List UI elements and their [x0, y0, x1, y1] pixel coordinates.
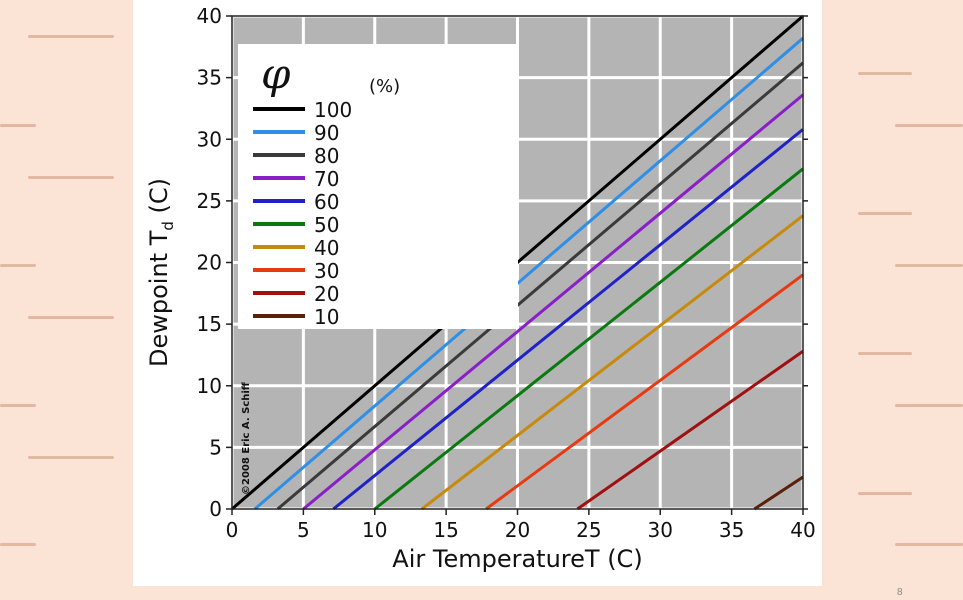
copyright-text: ©2008 Eric A. Schiff [241, 381, 252, 495]
legend-item: 80 [253, 144, 339, 168]
decor-dash [858, 352, 912, 355]
legend-item: 20 [253, 282, 339, 306]
decor-dash [858, 492, 912, 495]
decor-dash [28, 316, 114, 319]
decor-dash [895, 264, 963, 267]
decor-dash [895, 124, 963, 127]
series-line-10 [753, 475, 804, 511]
series-line-50 [373, 167, 804, 511]
y-tick-label: 15 [197, 312, 222, 336]
legend-label: 90 [314, 121, 339, 145]
y-tick-label: 25 [197, 189, 222, 213]
series-line-60 [332, 128, 804, 511]
x-tick-label: 15 [433, 518, 458, 542]
decor-dash [0, 124, 36, 127]
series-line-70 [302, 93, 804, 511]
x-tick-label: 0 [226, 518, 239, 542]
legend-label: 20 [314, 282, 339, 306]
legend-label: 40 [314, 236, 339, 260]
decor-dash [28, 35, 114, 38]
axis-ticks: 0 5 10 15 20 25 30 35 40 0 5 10 15 20 25 30 35 40 [197, 4, 816, 542]
decor-dash [0, 264, 36, 267]
series-line-30 [485, 273, 804, 511]
page-number: 8 [897, 587, 903, 598]
series-line-80 [276, 61, 804, 511]
decor-dash [28, 176, 114, 179]
decor-dash [895, 404, 963, 407]
legend-label: 10 [314, 305, 339, 329]
legend-label: 60 [314, 190, 339, 214]
legend-item: 90 [253, 121, 339, 145]
decor-dash [0, 543, 36, 546]
y-axis-label-subscript: d [159, 221, 177, 231]
legend-item: 50 [253, 213, 339, 237]
decor-dash [28, 456, 114, 459]
y-tick-label: 5 [209, 435, 222, 459]
legend-item: 10 [253, 305, 339, 329]
legend-item: 30 [253, 259, 339, 283]
legend-item: 40 [253, 236, 339, 260]
x-tick-label: 20 [505, 518, 530, 542]
x-tick-label: 30 [648, 518, 673, 542]
decor-dash [895, 543, 963, 546]
y-axis-label-main: Dewpoint T [145, 230, 173, 367]
y-tick-label: 10 [197, 374, 222, 398]
series-line-20 [576, 350, 804, 511]
y-tick-label: 30 [197, 127, 222, 151]
y-tick-label: 40 [197, 4, 222, 28]
legend-item: 60 [253, 190, 339, 214]
y-tick-label: 35 [197, 66, 222, 90]
chart-panel: 0 5 10 15 20 25 30 35 40 0 5 10 15 20 25 30 35 40 φ (%) 1… [133, 0, 822, 586]
decor-dash [858, 212, 912, 215]
decor-dash [858, 72, 912, 75]
legend-box [238, 44, 518, 329]
y-tick-label: 20 [197, 251, 222, 275]
legend-item: 70 [253, 167, 339, 191]
legend-unit: (%) [369, 76, 400, 97]
series-line-90 [253, 37, 804, 511]
x-tick-label: 5 [297, 518, 310, 542]
series-line-40 [420, 214, 804, 511]
y-tick-label: 0 [209, 497, 222, 521]
legend-label: 50 [314, 213, 339, 237]
x-tick-label: 25 [576, 518, 601, 542]
y-axis-label: Dewpoint Td (C) [145, 178, 177, 367]
x-tick-label: 40 [790, 518, 815, 542]
legend-label: 100 [314, 98, 352, 122]
dewpoint-chart: 0 5 10 15 20 25 30 35 40 0 5 10 15 20 25 30 35 40 φ (%) 1… [145, 4, 816, 573]
legend-item: 100 [253, 98, 352, 122]
x-axis-label: Air TemperatureT (C) [392, 545, 642, 573]
legend-title: φ [261, 49, 291, 98]
decor-dash [0, 404, 36, 407]
x-tick-label: 10 [362, 518, 387, 542]
legend-label: 70 [314, 167, 339, 191]
legend-label: 30 [314, 259, 339, 283]
x-tick-label: 35 [719, 518, 744, 542]
y-axis-label-unit: (C) [145, 178, 173, 221]
legend-label: 80 [314, 144, 339, 168]
